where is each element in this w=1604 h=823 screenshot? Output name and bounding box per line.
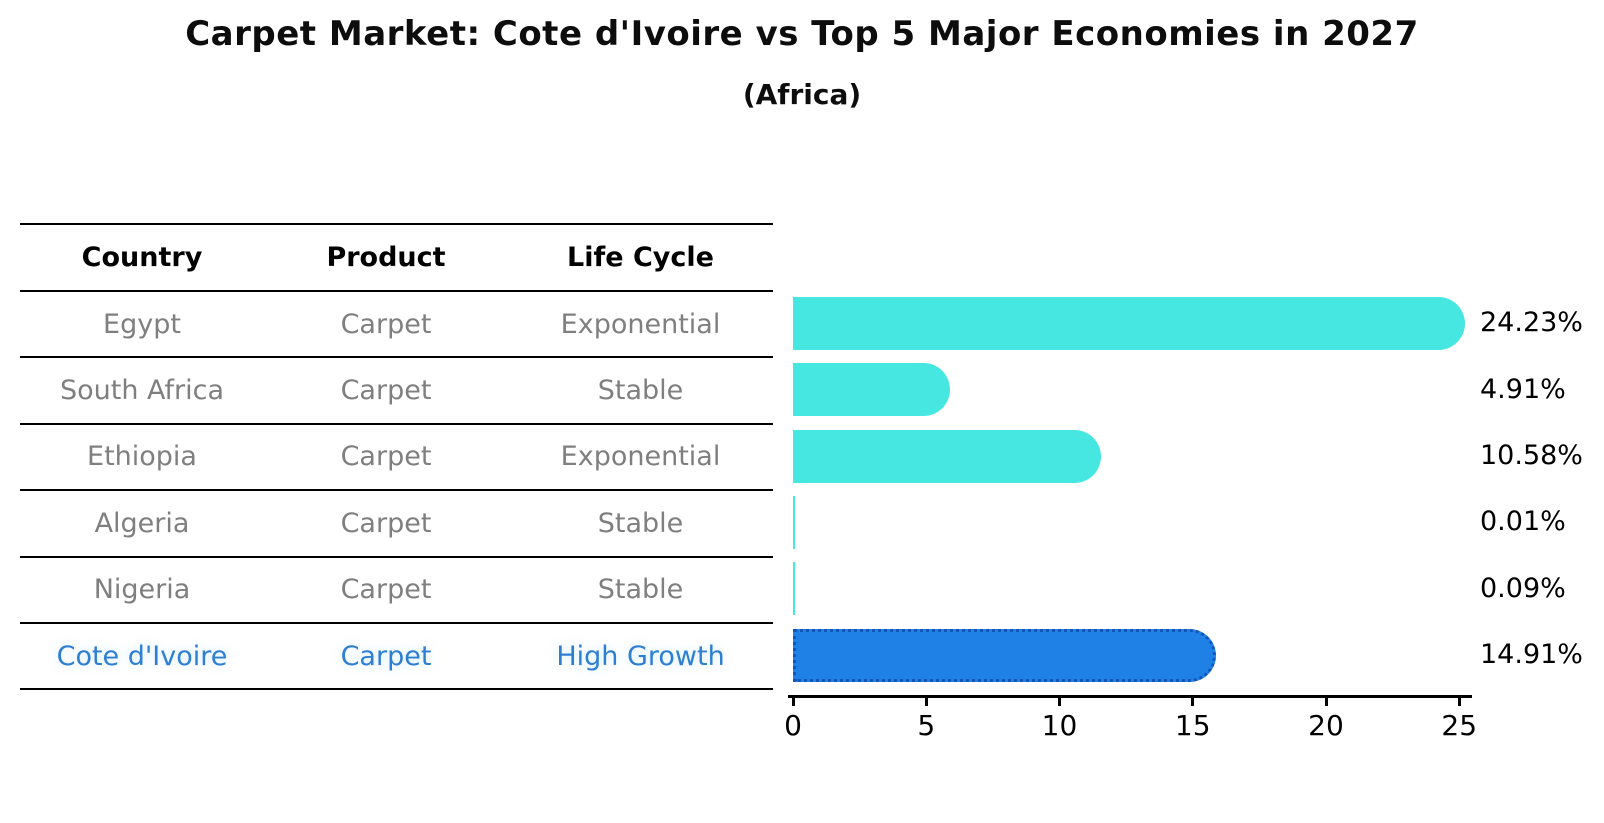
cell-country: Algeria (94, 507, 190, 539)
bar-ethiopia (793, 429, 1101, 483)
x-axis-tick-label-10: 10 (1041, 709, 1078, 742)
cell-life-cycle: Stable (597, 375, 684, 407)
bar-value-label-ethiopia: 10.58% (1480, 440, 1583, 471)
bar-nigeria (793, 562, 796, 616)
bar-value-label-egypt: 24.23% (1480, 307, 1583, 339)
cell-life-cycle: Stable (597, 507, 684, 539)
table-header-life-cycle: Life Cycle (567, 242, 714, 273)
x-axis-tick-label-25: 25 (1441, 709, 1478, 742)
table-row-algeria: Algeria Carpet Stable (20, 491, 773, 558)
bar-value-label-nigeria: 0.09% (1480, 572, 1566, 604)
x-axis-line (788, 695, 1472, 698)
cell-life-cycle: Stable (597, 574, 684, 606)
table-row-ethiopia: Ethiopia Carpet Exponential (20, 425, 773, 492)
bar-value-label-cote-d-ivoire: 14.91% (1480, 639, 1583, 671)
bar-south-africa (793, 363, 950, 417)
x-axis-tick-0 (791, 697, 795, 706)
table-header-row: Country Product Life Cycle (20, 225, 773, 292)
cell-life-cycle: High Growth (556, 640, 725, 672)
x-axis-tick-label-15: 15 (1174, 709, 1211, 742)
x-axis-tick-label-20: 20 (1308, 709, 1344, 742)
cell-life-cycle: Exponential (560, 441, 721, 473)
x-axis-tick-20 (1324, 697, 1328, 706)
bar-egypt (793, 296, 1465, 350)
cell-country: Egypt (103, 308, 181, 340)
cell-life-cycle: Exponential (560, 308, 721, 340)
cell-country: Ethiopia (87, 441, 197, 473)
cell-product: Carpet (340, 308, 432, 340)
cell-country: Nigeria (93, 574, 191, 606)
x-axis-tick-5 (924, 697, 928, 706)
bar-algeria (793, 495, 795, 549)
table-header-product: Product (326, 242, 446, 273)
cell-product: Carpet (340, 574, 432, 606)
bar-value-label-algeria: 0.01% (1480, 506, 1566, 538)
cell-country: Cote d'Ivoire (56, 640, 228, 672)
table-row-nigeria: Nigeria Carpet Stable (20, 558, 773, 624)
country-info-table: Country Product Life Cycle Egypt Carpet Ex… (20, 223, 773, 691)
table-header-country: Country (81, 242, 203, 273)
cell-product: Carpet (340, 640, 432, 672)
chart-title: Carpet Market: Cote d'Ivoire vs Top 5 Ma… (185, 14, 1419, 54)
cell-product: Carpet (340, 507, 432, 539)
x-axis-tick-label-5: 5 (917, 709, 936, 742)
cell-country: South Africa (59, 375, 225, 407)
x-axis-tick-10 (1058, 697, 1061, 706)
chart-subtitle: (Africa) (742, 78, 862, 111)
cell-product: Carpet (340, 441, 432, 473)
table-row-egypt: Egypt Carpet Exponential (20, 292, 773, 359)
x-axis-tick-15 (1191, 697, 1195, 706)
bar-value-label-south-africa: 4.91% (1480, 373, 1566, 405)
bar-cote-d-ivoire (793, 628, 1217, 682)
table-row-cote-d-ivoire: Cote d'Ivoire Carpet High Growth (20, 624, 773, 691)
x-axis-tick-25 (1457, 697, 1461, 706)
table-row-south-africa: South Africa Carpet Stable (20, 358, 773, 425)
x-axis-tick-label-0: 0 (784, 709, 802, 742)
cell-product: Carpet (340, 375, 432, 407)
